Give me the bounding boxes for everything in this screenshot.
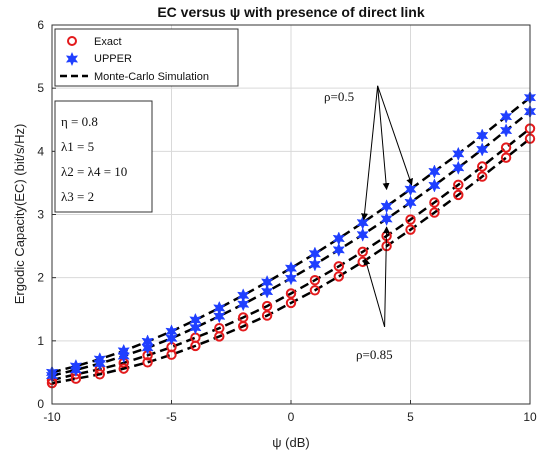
exact-point [405,224,416,235]
exact-point [453,179,464,191]
upper-point [308,257,322,272]
simulation-line [51,137,531,385]
upper-point [260,284,274,299]
upper-point [284,271,298,286]
series-4 [45,104,537,383]
exact-point [500,152,512,163]
upper-point [69,362,83,378]
x-tick-label: -10 [43,410,61,424]
exact-point [190,340,201,352]
exact-point [453,189,464,201]
exact-point [142,357,153,368]
upper-point [499,109,513,124]
simulation-line [51,127,531,382]
parameter-lambda1: λ1 = 5 [61,139,94,154]
parameter-eta: η = 0.8 [61,114,98,129]
parameter-lambda2-lambda4: λ2 = λ4 = 10 [61,164,127,179]
legend-upper-label: UPPER [94,53,132,65]
parameter-lambda3: λ3 = 2 [61,189,94,204]
exact-point [309,285,321,296]
upper-point [213,309,226,324]
series-layer [45,90,537,389]
parameter-box-frame [54,100,153,213]
upper-point [404,195,417,210]
upper-point [117,348,130,364]
arrow-rho-0-5 [361,85,379,221]
exact-point [118,363,129,374]
ticks: -10 -5 0 5 10 0 1 2 3 4 5 6 [37,18,537,424]
exact-point [261,300,273,312]
upper-point [476,128,489,143]
legend-exact-label: Exact [94,36,122,48]
upper-point [428,164,441,179]
upper-point [452,160,465,175]
exact-point [357,246,368,257]
parameter-box: η = 0.8 λ1 = 5 λ2 = λ4 = 10 λ3 = 2 [54,100,153,213]
exact-point [238,321,249,332]
grid [51,24,531,405]
y-axis-label: Ergodic Capacity(EC) (bit/s/Hz) [12,124,27,305]
arrow-rho-0-5 [377,85,390,191]
upper-point [428,178,441,193]
annotation-arrows [361,85,413,327]
upper-point [189,320,202,335]
legend-exact-marker [67,36,77,46]
exact-point [285,297,297,309]
upper-point [165,331,178,346]
y-tick-label: 3 [37,208,44,222]
chart-title: EC versus ψ with presence of direct link [157,4,425,20]
legend: Exact UPPER Monte-Carlo Simulation [54,28,239,87]
upper-point [237,297,250,312]
annotations: ρ=0.5 ρ=0.85 [324,85,413,362]
exact-point [477,171,488,182]
exact-point [285,288,297,299]
x-tick-label: -5 [166,410,177,424]
upper-point [380,211,393,227]
exact-point [333,261,344,272]
x-tick-label: 0 [288,410,295,424]
exact-point [405,214,416,225]
upper-point [499,123,513,138]
legend-upper-marker [65,51,79,67]
upper-point [332,242,345,258]
x-tick-label: 10 [523,410,537,424]
upper-point [93,356,106,371]
y-tick-label: 2 [37,271,44,285]
annotation-rho-0-5: ρ=0.5 [324,89,354,104]
y-tick-label: 5 [37,81,44,95]
arrow-rho-0-5 [377,85,413,186]
y-tick-label: 1 [37,334,44,348]
exact-point [333,271,344,282]
upper-point [141,340,154,355]
annotation-rho-0-85: ρ=0.85 [356,347,393,362]
y-tick-label: 4 [37,144,44,158]
y-tick-label: 6 [37,18,44,32]
exact-point [166,349,177,360]
y-tick-label: 0 [37,397,44,411]
arrow-rho-0-85 [382,226,390,327]
exact-point [500,142,512,153]
upper-point [356,227,369,242]
simulation-line [51,96,531,374]
exact-point [477,161,488,172]
exact-point [214,331,225,342]
upper-point [476,142,489,157]
arrow-rho-0-85 [363,257,386,327]
upper-point [452,146,465,161]
x-tick-label: 5 [407,410,414,424]
exact-point [261,310,273,321]
exact-point [309,274,321,286]
star-shape [65,51,79,67]
legend-simulation-label: Monte-Carlo Simulation [94,71,209,83]
exact-point [429,197,440,208]
x-axis-label: ψ (dB) [272,435,309,450]
exact-point [429,207,440,218]
